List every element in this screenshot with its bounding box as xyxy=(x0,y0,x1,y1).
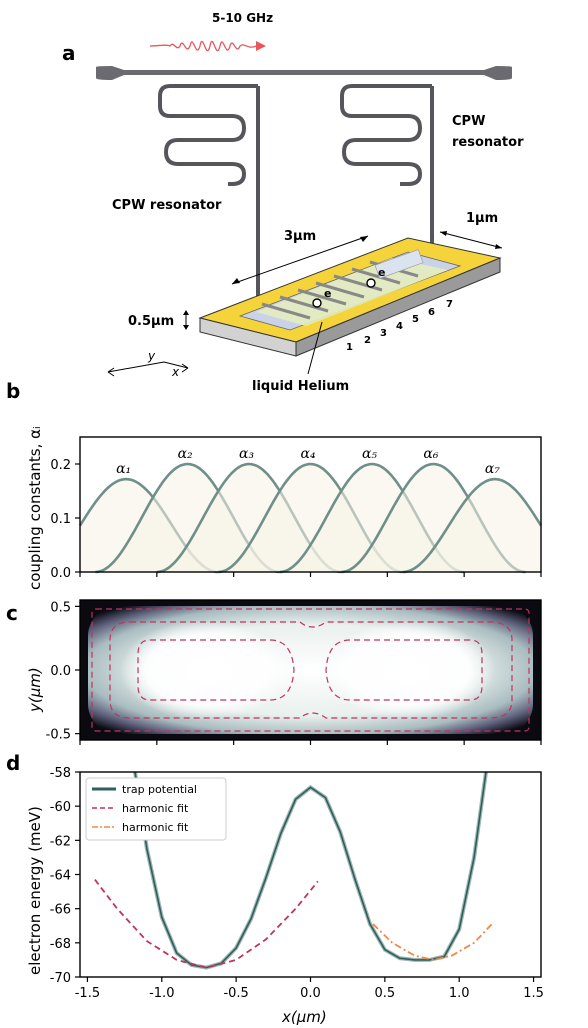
panel-b-label: b xyxy=(6,379,20,403)
left-pad xyxy=(96,66,124,80)
panel-d-label: d xyxy=(6,751,20,775)
panel-a-label: a xyxy=(62,41,76,65)
length-label: 3μm xyxy=(284,229,316,244)
panel-d-xtick-label: 1.0 xyxy=(449,986,470,1001)
axis-x-label: x xyxy=(171,365,180,379)
legend-label-trap: trap potential xyxy=(122,783,197,796)
panel-d-xtick-label: -1.0 xyxy=(149,986,174,1001)
panel-c: c y(μm) -0.5 0.0 0.5 xyxy=(6,599,542,745)
panel-d-xtick-label: -0.5 xyxy=(223,986,248,1001)
transmission-line xyxy=(120,70,490,75)
panel-d-ytick-label: -70 xyxy=(50,971,71,986)
panel-c-ylabel: y(μm) xyxy=(26,667,44,713)
svg-text:5: 5 xyxy=(412,314,419,325)
panel-c-ytick-label: -0.5 xyxy=(46,728,71,743)
coupling-label-1: α₁ xyxy=(116,461,131,477)
axis-y-label: y xyxy=(147,349,156,363)
panel-b-ytick-label: 0.2 xyxy=(50,458,71,473)
right-pad xyxy=(484,66,512,80)
coupling-label-7: α₇ xyxy=(485,461,500,477)
coupling-label-4: α₄ xyxy=(301,446,316,462)
resonator-right-label-2: resonator xyxy=(452,135,524,150)
heatmap-blob-left xyxy=(120,620,290,720)
energy-lines xyxy=(94,771,493,970)
panel-d-ytick-label: -66 xyxy=(50,903,71,918)
coupling-curves xyxy=(78,462,543,574)
legend-box xyxy=(85,777,227,841)
electrode-numbers: 1 2 3 4 5 6 7 xyxy=(346,299,453,353)
helium-label: liquid Helium xyxy=(252,379,349,394)
helium-pointer xyxy=(307,321,323,375)
device-chip xyxy=(198,237,502,357)
panel-d-ylabel: electron energy (meV) xyxy=(26,806,44,975)
legend-label-fit-1: harmonic fit xyxy=(122,802,189,815)
panel-b-frame xyxy=(79,436,542,573)
panel-a: a 5-10 GHz CPW resonator CPW resonator xyxy=(62,11,524,394)
panel-c-label: c xyxy=(6,601,18,625)
arrow-icon xyxy=(256,41,266,51)
height-label: 0.5μm xyxy=(128,314,174,329)
svg-text:4: 4 xyxy=(396,321,403,332)
coupling-fill-7 xyxy=(402,479,541,572)
harmonic-fit-line-2 xyxy=(372,923,493,961)
length-arrow xyxy=(231,235,369,285)
coupling-curve-7 xyxy=(402,477,543,574)
coupling-label-6: α₆ xyxy=(423,446,438,462)
coupling-label-2: α₂ xyxy=(178,446,193,462)
svg-text:2: 2 xyxy=(364,335,371,346)
panel-d-ytick-label: -68 xyxy=(50,937,71,952)
right-resonator-meander xyxy=(340,84,434,250)
trap-potential-line xyxy=(134,771,487,969)
panel-b-ytick-label: 0.0 xyxy=(50,566,71,581)
coupling-label-5: α₅ xyxy=(362,446,377,462)
panel-d-frame xyxy=(79,771,542,978)
svg-text:7: 7 xyxy=(446,299,453,310)
left-resonator-meander xyxy=(158,84,260,320)
panel-d-axes: -70 -68 -66 -64 -62 -60 -58 -1.5 -1.0 -0.5 0.0 0.5 1… xyxy=(50,766,544,1001)
electron-icon-1 xyxy=(312,298,322,308)
panel-d-xlabel: x(μm) xyxy=(281,1008,327,1026)
panel-d-xtick-label: 0.5 xyxy=(375,986,396,1001)
svg-text:3: 3 xyxy=(380,328,387,339)
panel-d: d electron energy (meV) x(μm) -70-68-66-… xyxy=(6,751,544,1026)
electron-label-2: e xyxy=(378,266,385,279)
legend: trap potential harmonic fit harmonic fit xyxy=(85,777,227,841)
panel-d-ytick-label: -62 xyxy=(50,834,71,849)
harmonic-fit-line-1 xyxy=(94,879,319,969)
resonator-left-label: CPW resonator xyxy=(112,198,222,213)
axes-icon xyxy=(107,361,189,377)
panel-d-ytick-label: -60 xyxy=(50,800,71,815)
panel-d-ytick-label: -58 xyxy=(50,766,71,781)
contour-lines xyxy=(91,608,530,732)
panel-b-ytick-label: 0.1 xyxy=(50,512,71,527)
microwave-wave-icon xyxy=(149,40,257,52)
electron-icon-2 xyxy=(366,278,376,288)
panel-b-ylabel: coupling constants, αᵢ xyxy=(26,426,44,590)
svg-text:6: 6 xyxy=(428,307,435,318)
legend-label-fit-2: harmonic fit xyxy=(122,821,189,834)
heatmap-blob-right xyxy=(325,620,495,720)
panel-d-xtick-label: 1.5 xyxy=(523,986,544,1001)
panel-d-ytick-label: -64 xyxy=(50,869,71,884)
electron-label-1: e xyxy=(324,287,331,300)
panel-c-ytick-label: 0.5 xyxy=(50,600,71,615)
svg-text:1: 1 xyxy=(346,342,353,353)
frequency-label: 5-10 GHz xyxy=(212,11,273,25)
coupling-labels: α₁ α₂ α₃ α₄ α₅ α₆ α₇ xyxy=(116,446,500,477)
panel-b-axes: 0.0 0.1 0.2 xyxy=(50,458,542,581)
panel-c-axes: -0.5 0.0 0.5 xyxy=(46,600,542,745)
resonator-right-label-1: CPW xyxy=(452,114,485,129)
width-label: 1μm xyxy=(466,211,498,226)
panel-d-xtick-label: 0.0 xyxy=(300,986,321,1001)
coupling-label-3: α₃ xyxy=(239,446,254,462)
panel-c-ytick-label: 0.0 xyxy=(50,664,71,679)
panel-d-xtick-label: -1.5 xyxy=(75,986,100,1001)
width-arrow xyxy=(439,231,503,249)
